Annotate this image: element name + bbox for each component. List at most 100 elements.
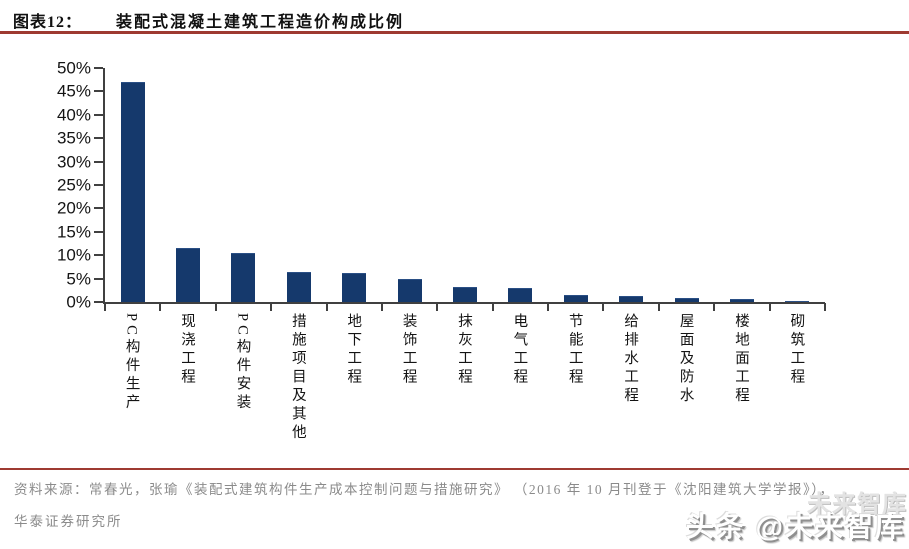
x-axis-label: 措施项目及其他 (289, 313, 306, 443)
y-axis-tick (94, 184, 103, 186)
x-labels-row: PC构件生产 现浇工程 PC构件安装 措施项目及其他 地下工程 装饰工程 抹灰工程 电气工程 节… (103, 313, 823, 443)
x-axis-tick (824, 303, 826, 311)
y-axis-label: 45% (56, 81, 91, 101)
x-axis-label: 抹灰工程 (456, 313, 472, 387)
y-axis-label: 15% (56, 222, 91, 242)
y-axis-label: 10% (56, 245, 91, 265)
x-axis-label: 屋面及防水 (677, 313, 694, 406)
x-axis-tick (214, 303, 217, 311)
x-label-cell: 屋面及防水 (657, 313, 712, 443)
y-axis-tick (94, 207, 103, 210)
bar (729, 298, 754, 302)
bar-slot (437, 68, 492, 302)
watermark-toutiao: 头条 @未来智库 (685, 511, 905, 542)
x-label-cell: 砌筑工程 (768, 313, 823, 443)
bar-slot (382, 68, 437, 302)
header-rule (0, 31, 909, 34)
x-label-cell: 现浇工程 (158, 313, 213, 443)
bar (176, 247, 201, 302)
x-axis-tick (491, 303, 494, 311)
x-label-cell: 地下工程 (325, 313, 380, 443)
x-axis-label: 装饰工程 (400, 313, 417, 387)
y-axis-label: 20% (56, 198, 91, 218)
x-axis-label: 电气工程 (511, 313, 528, 387)
x-axis-label: PC构件生产 (123, 313, 140, 413)
bar (231, 252, 256, 302)
y-axis-tick (94, 254, 103, 257)
x-axis-tick (436, 303, 439, 311)
x-axis-label: 地下工程 (345, 313, 362, 387)
x-axis-label: 节能工程 (566, 313, 583, 387)
y-axis-tick (94, 301, 103, 303)
y-axis-tick (94, 230, 103, 233)
bar (619, 296, 644, 302)
x-label-cell: 电气工程 (491, 313, 546, 443)
x-axis-tick (602, 303, 605, 311)
y-axis-label: 40% (56, 105, 91, 125)
figure-number-label: 图表12： (13, 14, 83, 31)
x-label-cell: 措施项目及其他 (269, 313, 324, 443)
x-axis-tick (159, 303, 162, 311)
x-label-cell: 楼地面工程 (712, 313, 767, 443)
x-axis-label: 给排水工程 (622, 313, 639, 406)
y-axis-label: 0% (66, 292, 91, 312)
watermark-ghost: 未来智库 (807, 491, 907, 518)
bar-slot (714, 68, 769, 302)
bar (120, 81, 145, 302)
plot-area: 0% 5% 10% 15% 20% 25% 30% 35% 40% 45% 50% (57, 60, 826, 311)
bar-slot (105, 68, 160, 302)
x-label-cell: 抹灰工程 (435, 313, 490, 443)
bar-slot (604, 68, 659, 302)
bar-slot (160, 68, 215, 302)
bar-slot (216, 68, 271, 302)
bars-row (105, 68, 825, 302)
bar (563, 295, 588, 302)
x-axis-tick (768, 303, 771, 311)
bar-slot (327, 68, 382, 302)
y-axis-label: 50% (56, 58, 91, 78)
bar (342, 272, 367, 302)
bar (785, 300, 810, 302)
x-label-cell: 装饰工程 (380, 313, 435, 443)
bar-slot (493, 68, 548, 302)
y-axis-tick (94, 277, 103, 280)
x-axis-tick (713, 303, 716, 311)
chart-header: 图表12： 装配式混凝土建筑工程造价构成比例 (13, 8, 899, 32)
source-line-1: 资料来源：常春光，张瑜《装配式建筑构件生产成本控制问题与措施研究》 （2016 … (14, 482, 835, 497)
x-axis-label: 楼地面工程 (732, 313, 749, 406)
bar-slot (271, 68, 326, 302)
x-label-cell: PC构件安装 (214, 313, 269, 443)
x-axis-tick (380, 303, 383, 311)
bar-slot (770, 68, 825, 302)
bar (286, 271, 311, 302)
y-axis-tick (94, 160, 103, 163)
x-axis-tick (270, 303, 273, 311)
y-axis-tick (94, 67, 103, 69)
source-line-2: 华泰证券研究所 (14, 514, 123, 529)
x-axis-label: PC构件安装 (234, 313, 251, 413)
bar-slot (659, 68, 714, 302)
y-axis-label: 35% (56, 128, 91, 148)
bar (397, 278, 422, 302)
x-axis-tick (325, 303, 328, 311)
bar (508, 287, 533, 302)
x-axis-tick (657, 303, 660, 311)
x-label-cell: PC构件生产 (103, 313, 158, 443)
y-axis-tick (94, 90, 103, 93)
x-axis-label: 现浇工程 (179, 313, 196, 387)
bar (453, 286, 478, 302)
x-axis-tick (104, 303, 106, 311)
footer-rule (0, 468, 909, 470)
y-axis-label: 25% (56, 175, 91, 195)
y-axis-label: 30% (56, 152, 91, 172)
x-label-cell: 节能工程 (546, 313, 601, 443)
chart-title: 装配式混凝土建筑工程造价构成比例 (116, 14, 405, 31)
x-label-cell: 给排水工程 (602, 313, 657, 443)
bar (674, 297, 699, 302)
x-axis-label: 砌筑工程 (788, 313, 805, 387)
y-axis-label: 5% (66, 269, 91, 289)
y-axis-tick (94, 113, 103, 116)
y-axis-tick (94, 137, 103, 140)
bar-slot (548, 68, 603, 302)
